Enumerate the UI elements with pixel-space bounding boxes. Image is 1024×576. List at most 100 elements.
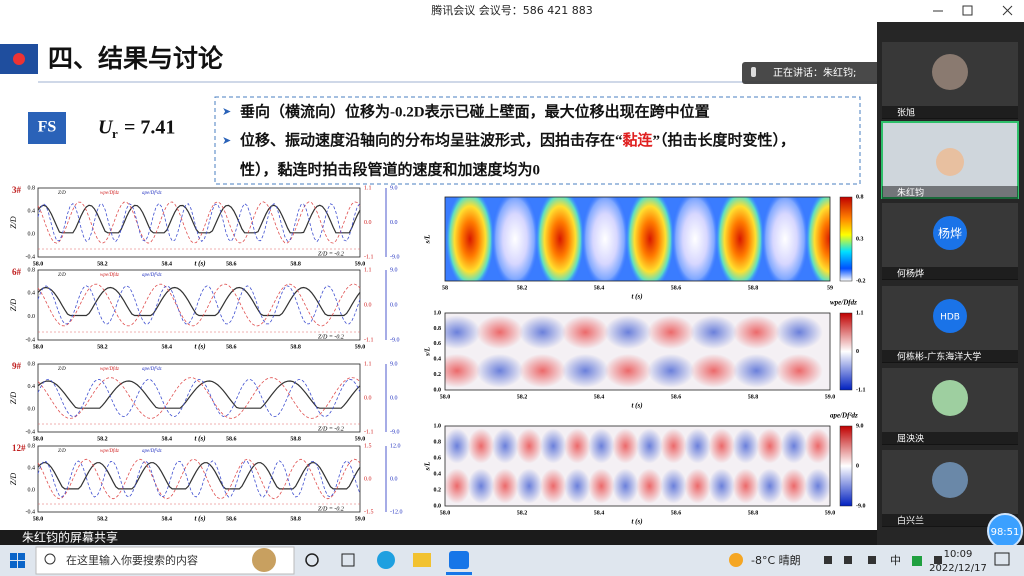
name-bg — [882, 186, 1018, 199]
participant-tile[interactable]: 白兴兰 — [882, 450, 1018, 527]
speaking-text: 正在讲话：朱红钧; — [773, 66, 856, 79]
y3-tick-label: -9.0 — [390, 337, 400, 343]
avatar-text: 杨烨 — [938, 226, 962, 241]
field-blob — [732, 315, 780, 350]
plot-frame — [444, 196, 831, 282]
field-blob — [660, 428, 687, 464]
x-tick-label: 58.6 — [671, 285, 682, 291]
field-blob — [612, 428, 639, 464]
y-tick-label: 0.2 — [434, 487, 442, 493]
participant-tile[interactable]: 张旭 — [882, 42, 1018, 119]
y3-tick-label: 12.0 — [390, 443, 401, 449]
avatar-photo — [932, 380, 968, 416]
name-bg — [882, 267, 1018, 280]
x-tick-label: 58.6 — [226, 261, 237, 267]
y-tick-label: 0.8 — [28, 185, 36, 191]
notifications[interactable] — [994, 552, 1010, 566]
legend-entry: Z/D — [58, 273, 66, 278]
y-label: Z/D — [9, 473, 18, 486]
y-tick-label: 0.4 — [28, 465, 36, 471]
y-tick-label: 0.0 — [434, 387, 442, 393]
field-blob — [588, 428, 615, 464]
start-button[interactable] — [10, 553, 25, 568]
field-blob — [491, 428, 519, 464]
participant-name: 何栋彬-广东海洋大学 — [897, 351, 981, 363]
y2-tick-label: 0.0 — [364, 302, 372, 308]
field-blob — [732, 353, 780, 388]
x-tick-label: 58.8 — [290, 344, 301, 350]
tray-icons[interactable] — [824, 556, 942, 566]
field-blob — [775, 315, 823, 350]
line-plot: 6# Z/D 0.8 0.4 0.0 -0.4 1.1 0.0 -1.1 9.0 0.0 -9.0 Z/… — [9, 267, 400, 351]
y2-tick-label: -1.1 — [364, 337, 374, 343]
field-blob — [588, 468, 615, 504]
y-tick-label: 0.0 — [28, 407, 36, 413]
window-title: 腾讯会议 会议号：586 421 883 — [431, 3, 592, 17]
x-label: t (s) — [194, 515, 205, 523]
x-tick-label: 58.6 — [226, 516, 237, 522]
field-blob — [540, 468, 567, 504]
x-tick-label: 59.0 — [355, 516, 366, 522]
ime[interactable]: 中 — [890, 554, 901, 567]
edge-icon[interactable] — [377, 551, 395, 569]
field-blob — [761, 197, 809, 281]
plots: 3# Z/D 0.8 0.4 0.0 -0.4 1.1 0.0 -1.1 9.0 0.0 -9.0 Z/… — [9, 185, 866, 526]
panel-label: 3# — [12, 185, 22, 195]
widgets[interactable] — [341, 553, 355, 567]
curve — [37, 462, 361, 490]
x-tick-label: 58.4 — [162, 261, 173, 267]
x-tick-label: 58.6 — [671, 394, 682, 400]
curve — [37, 380, 361, 409]
field-blob — [612, 468, 639, 504]
colorbar — [839, 196, 853, 282]
bullet-icon: ➤ — [222, 134, 231, 147]
x-tick-label: 58.4 — [162, 436, 173, 442]
y3-tick-label: 9.0 — [390, 361, 398, 367]
window-controls[interactable] — [933, 5, 1013, 16]
y2-tick-label: 1.1 — [364, 267, 372, 273]
y-tick-label: 0.8 — [28, 361, 36, 367]
field-blob — [445, 428, 471, 464]
curve — [37, 204, 361, 234]
participant-tile[interactable]: 朱红钧 — [881, 121, 1019, 199]
y-tick-label: 0.2 — [434, 372, 442, 378]
task-view[interactable] — [305, 553, 319, 567]
y3-tick-label: 9.0 — [390, 185, 398, 191]
field-blob — [515, 468, 543, 504]
participant-tile[interactable]: HDB 何栋彬-广东海洋大学 — [882, 286, 1018, 363]
search-box[interactable] — [35, 546, 295, 575]
y2-tick-label: -1.1 — [364, 429, 374, 435]
x-tick-label: 58.2 — [97, 344, 108, 350]
participant-name: 何杨烨 — [897, 268, 924, 280]
field-blob — [684, 468, 711, 504]
search-placeholder: 在这里输入你要搜索的内容 — [66, 553, 198, 567]
colorbar — [839, 312, 853, 391]
legend-entry: ape/Df²dz — [142, 190, 162, 196]
clock-date: 2022/12/17 — [929, 563, 987, 574]
x-tick-label: 58.8 — [748, 285, 759, 291]
y-tick-label: 0.4 — [28, 208, 36, 214]
x-tick-label: 58.0 — [33, 261, 44, 267]
participant-tile[interactable]: 屈泱泱 — [882, 368, 1018, 445]
participant-name: 朱红钧 — [897, 187, 924, 199]
y-tick-label: -0.4 — [26, 254, 36, 260]
x-tick-label: 58.4 — [162, 516, 173, 522]
panel-label: 6# — [12, 267, 22, 277]
field-blob — [491, 197, 539, 281]
field-blob — [564, 468, 591, 504]
name-bg — [882, 106, 1018, 119]
panel-label: 9# — [12, 361, 22, 371]
colorbar-tick: 0 — [856, 349, 859, 355]
x-tick-label: 59 — [827, 285, 833, 291]
y3-tick-label: -9.0 — [390, 429, 400, 435]
y2-tick-label: -1.5 — [364, 509, 374, 515]
fs-badge: FS — [38, 119, 57, 136]
contour-field — [445, 313, 830, 390]
bullet-2-a: 位移、振动速度沿轴向的分布均呈驻波形式，因拍击存在“ — [240, 131, 623, 149]
y2-tick-label: -1.1 — [364, 254, 374, 260]
meeting-icon[interactable] — [449, 551, 469, 569]
x-tick-label: 58.8 — [748, 510, 759, 516]
explorer-icon[interactable] — [413, 553, 431, 567]
